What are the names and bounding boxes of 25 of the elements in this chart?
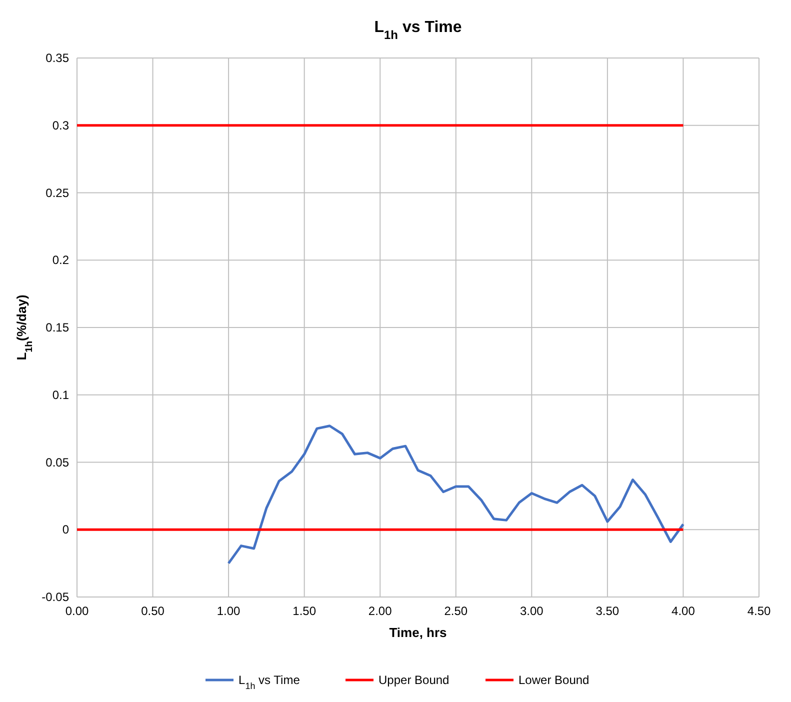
legend-label: Lower Bound	[518, 673, 590, 687]
legend-label: L$_{1h}$ vs Time	[238, 673, 300, 691]
legend-label: Upper Bound	[378, 673, 450, 687]
y-tick-label: 0	[62, 522, 70, 537]
y-tick-label: 0.1	[52, 388, 70, 402]
y-tick-label: 0.35	[46, 51, 70, 65]
y-tick-label: 0.25	[46, 186, 70, 200]
x-tick-label: 4.50	[747, 604, 771, 618]
y-tick-label: 0.15	[46, 320, 70, 334]
y-tick-label: 0.3	[52, 118, 70, 132]
x-tick-label: 0.00	[65, 604, 89, 618]
x-tick-label: 3.00	[520, 604, 544, 618]
y-tick-label: -0.05	[42, 590, 70, 604]
x-tick-label: 2.50	[444, 604, 468, 618]
line-series	[227, 424, 684, 565]
y-tick-label: 0.2	[52, 253, 70, 268]
x-tick-label: 0.50	[141, 604, 165, 618]
x-tick-label: 2.00	[368, 604, 392, 618]
x-tick-label: 4.00	[672, 604, 696, 618]
y-tick-label: 0.05	[46, 455, 70, 470]
x-axis-title: Time, hrs	[389, 625, 447, 640]
x-tick-label: 1.00	[216, 604, 241, 618]
x-tick-label: 1.50	[292, 604, 316, 618]
x-tick-label: 3.50	[596, 604, 620, 618]
chart-title: L$_{1h}$ vs Time	[374, 19, 462, 42]
